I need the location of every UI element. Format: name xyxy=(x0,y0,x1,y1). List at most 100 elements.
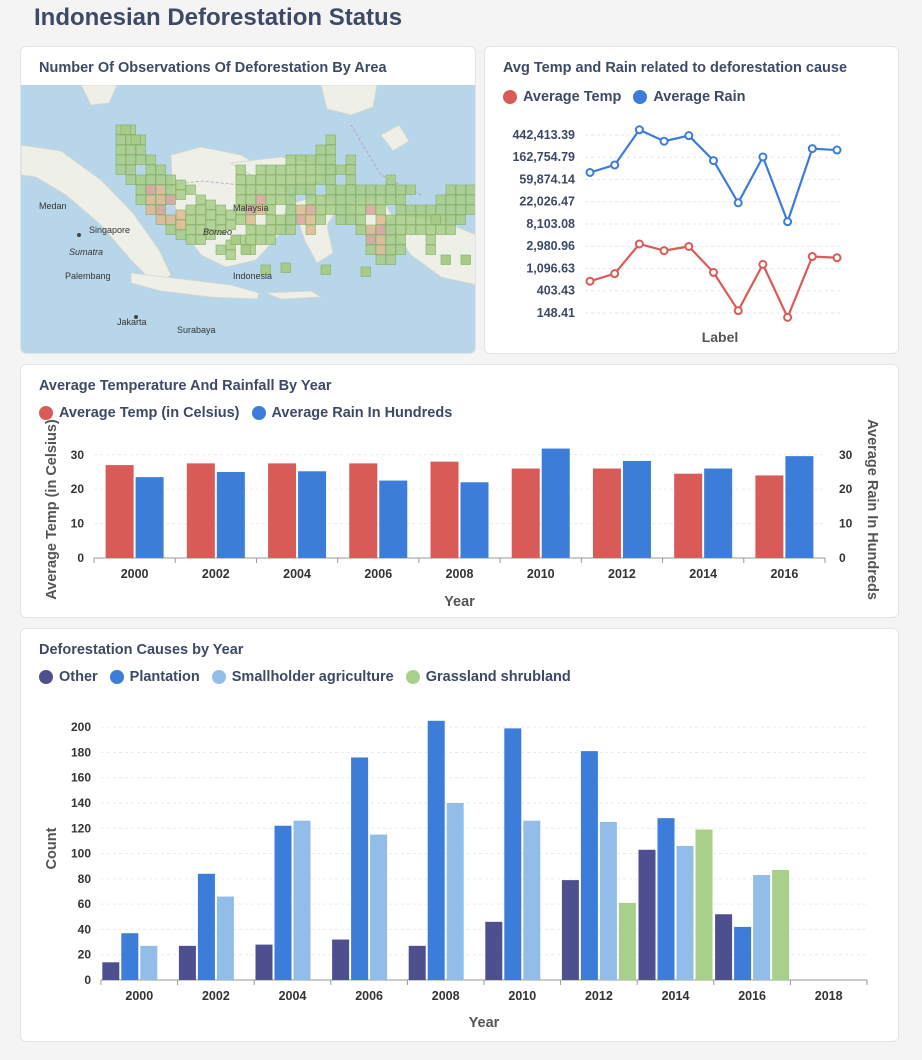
map-grid-cell xyxy=(395,234,406,245)
map-grid-cell xyxy=(315,214,326,225)
map-grid-cell xyxy=(385,184,396,195)
map-grid-cell xyxy=(215,204,226,215)
map-grid-cell xyxy=(375,244,386,255)
bar xyxy=(408,945,426,980)
map-grid-cell xyxy=(315,154,326,165)
y-tick-label: 80 xyxy=(78,872,92,886)
legend-dot-icon xyxy=(633,90,648,104)
map-grid-cell xyxy=(175,209,186,220)
map-grid-cell xyxy=(265,164,276,175)
map-grid-cell xyxy=(215,244,226,255)
data-point xyxy=(807,252,817,262)
map-grid-cell xyxy=(295,214,306,225)
map-place-label: Singapore xyxy=(89,225,130,235)
map-grid-cell xyxy=(305,164,316,175)
map-grid-cell xyxy=(315,144,326,155)
bar xyxy=(561,880,579,980)
map-grid-cell xyxy=(305,204,316,215)
bar xyxy=(178,945,196,980)
legend-item-average-temp[interactable]: Average Temp xyxy=(503,89,621,105)
y-tick-label: 20 xyxy=(71,482,85,496)
map-grid-cell xyxy=(295,184,306,195)
legend-item-average-rain[interactable]: Average Rain xyxy=(633,89,745,105)
bar xyxy=(511,468,540,558)
legend-item-average-temp-celsius[interactable]: Average Temp (in Celsius) xyxy=(39,405,240,421)
map-grid-cell xyxy=(115,144,126,155)
map-place-label: Malaysia xyxy=(233,203,269,213)
data-point xyxy=(610,269,620,279)
map-place-label: Borneo xyxy=(203,227,232,237)
legend-dot-icon xyxy=(503,90,517,104)
map-grid-cell xyxy=(155,194,166,205)
bar xyxy=(349,463,378,558)
map-grid-cell xyxy=(155,174,166,185)
legend-item-average-rain-hundreds[interactable]: Average Rain In Hundreds xyxy=(251,405,452,421)
bar xyxy=(446,802,464,980)
map-grid-cell xyxy=(355,214,366,225)
series-line-1 xyxy=(589,128,838,225)
x-tick-label: 2016 xyxy=(770,567,798,581)
map-card-title: Number Of Observations Of Deforestation … xyxy=(39,60,387,76)
data-point xyxy=(733,198,743,208)
map-grid-cell xyxy=(285,214,296,225)
map-grid-cell xyxy=(215,214,226,225)
map-grid-cell xyxy=(455,184,466,195)
map-grid-cell xyxy=(460,254,471,265)
map-grid-heatmap-icon[interactable]: Medan Singapore Sumatra Palembang Jakarta Sur… xyxy=(21,84,476,354)
map-grid-cell xyxy=(145,194,156,205)
map-grid-cell xyxy=(440,254,451,265)
map-grid-cell xyxy=(305,214,316,225)
map-grid-cell xyxy=(375,204,386,215)
landmass xyxy=(265,290,323,300)
map-grid-cell xyxy=(195,194,206,205)
map-grid-cell xyxy=(335,214,346,225)
y-tick-label: 0 xyxy=(77,551,84,565)
map-grid-cell xyxy=(335,204,346,215)
map-grid-cell xyxy=(285,154,296,165)
data-point xyxy=(709,156,718,166)
map-grid-cell xyxy=(365,234,376,245)
map-place-label: Palembang xyxy=(65,271,111,281)
legend-label: Average Temp (in Celsius) xyxy=(59,405,240,421)
bar xyxy=(523,820,541,980)
data-point xyxy=(684,241,694,251)
legend-item-other[interactable]: Other xyxy=(39,669,98,685)
map-grid-cell xyxy=(355,204,366,215)
legend-item-plantation[interactable]: Plantation xyxy=(109,669,200,685)
legend-dot-icon xyxy=(251,406,266,420)
legend-label: Plantation xyxy=(129,669,200,685)
map-grid-cell xyxy=(395,194,406,205)
map-grid-cell xyxy=(145,184,156,195)
map-grid-cell xyxy=(345,154,356,165)
map-grid-cell xyxy=(245,214,256,225)
map-grid-cell xyxy=(385,174,396,185)
bar xyxy=(618,902,636,980)
map-grid-cell xyxy=(325,154,336,165)
deforestation-map[interactable]: Medan Singapore Sumatra Palembang Jakarta Sur… xyxy=(21,84,476,354)
data-point xyxy=(684,131,694,141)
legend-item-grassland-shrubland[interactable]: Grassland shrubland xyxy=(405,669,571,685)
bar xyxy=(592,468,621,558)
y-tick-label: 148.41 xyxy=(537,306,575,320)
map-grid-cell xyxy=(255,164,266,175)
data-point xyxy=(585,276,595,286)
map-grid-cell xyxy=(385,244,396,255)
map-grid-cell xyxy=(145,174,156,185)
bar xyxy=(274,825,292,980)
map-grid-cell xyxy=(245,224,256,235)
map-grid-cell xyxy=(145,204,156,215)
bar xyxy=(504,728,522,980)
map-grid-cell xyxy=(445,224,456,235)
legend-item-smallholder-agriculture[interactable]: Smallholder agriculture xyxy=(211,669,394,685)
map-grid-cell xyxy=(355,224,366,235)
map-grid-cell xyxy=(315,204,326,215)
map-grid-cell xyxy=(375,234,386,245)
map-grid-cell xyxy=(305,184,316,195)
map-grid-cell xyxy=(215,224,226,235)
map-grid-cell xyxy=(230,234,241,245)
map-grid-cell xyxy=(375,194,386,205)
legend-dot-icon xyxy=(109,670,124,684)
map-grid-cell xyxy=(385,214,396,225)
x-axis-label: Year xyxy=(469,1015,500,1031)
map-grid-cell xyxy=(265,224,276,235)
